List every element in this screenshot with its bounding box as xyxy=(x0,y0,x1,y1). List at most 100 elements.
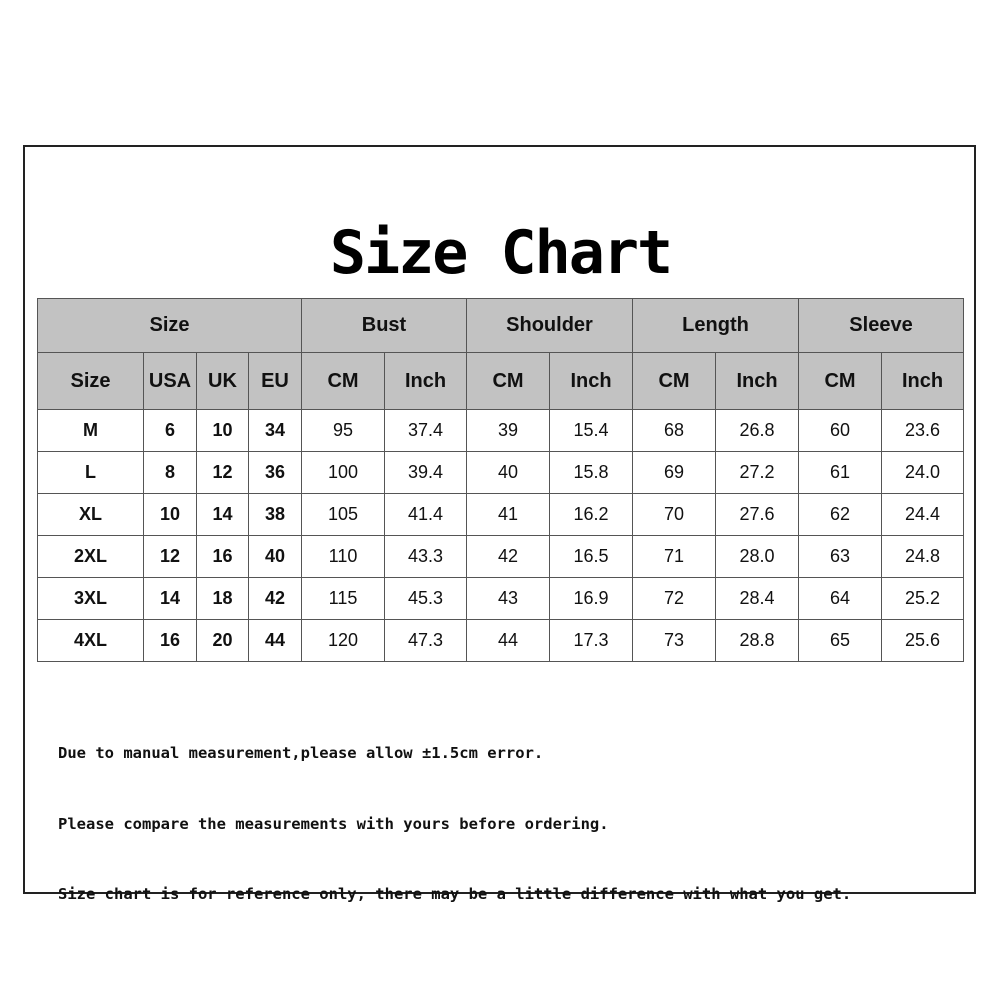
table-cell: 105 xyxy=(301,493,385,536)
table-cell: 110 xyxy=(301,535,385,578)
table-cell: 61 xyxy=(798,451,882,494)
notes: Due to manual measurement,please allow ±… xyxy=(58,695,851,930)
table-cell: 10 xyxy=(196,409,249,452)
column-header: CM xyxy=(466,352,550,410)
table-cell: 69 xyxy=(632,451,716,494)
table-cell: 16 xyxy=(143,619,197,662)
table-cell: 64 xyxy=(798,577,882,620)
table-row: XL 10 14 38 105 41.4 41 16.2 70 27.6 62 24.4 xyxy=(37,493,964,536)
column-header: USA xyxy=(143,352,197,410)
table-cell: 28.0 xyxy=(715,535,799,578)
table-cell: 8 xyxy=(143,451,197,494)
size-table: Size Bust Shoulder Length Sleeve Size USA UK EU… xyxy=(37,298,964,662)
table-cell: 24.4 xyxy=(881,493,964,536)
table-cell: M xyxy=(37,409,144,452)
table-cell: 27.6 xyxy=(715,493,799,536)
table-cell: 10 xyxy=(143,493,197,536)
table-cell: 71 xyxy=(632,535,716,578)
table-row: L 8 12 36 100 39.4 40 15.8 69 27.2 61 24.0 xyxy=(37,451,964,494)
table-cell: 45.3 xyxy=(384,577,467,620)
table-cell: 36 xyxy=(248,451,302,494)
chart-frame xyxy=(23,145,976,894)
table-cell: 39.4 xyxy=(384,451,467,494)
table-cell: 26.8 xyxy=(715,409,799,452)
column-header: CM xyxy=(798,352,882,410)
table-cell: 4XL xyxy=(37,619,144,662)
table-cell: 28.8 xyxy=(715,619,799,662)
table-cell: 43 xyxy=(466,577,550,620)
table-cell: 17.3 xyxy=(549,619,633,662)
table-cell: 43.3 xyxy=(384,535,467,578)
table-cell: 41 xyxy=(466,493,550,536)
table-cell: 16 xyxy=(196,535,249,578)
column-header: CM xyxy=(301,352,385,410)
column-header: Inch xyxy=(384,352,467,410)
table-cell: 25.6 xyxy=(881,619,964,662)
table-cell: 20 xyxy=(196,619,249,662)
table-cell: 37.4 xyxy=(384,409,467,452)
table-cell: 47.3 xyxy=(384,619,467,662)
table-cell: 12 xyxy=(143,535,197,578)
table-cell: 39 xyxy=(466,409,550,452)
table-cell: 25.2 xyxy=(881,577,964,620)
table-cell: 16.5 xyxy=(549,535,633,578)
table-cell: 65 xyxy=(798,619,882,662)
table-cell: 68 xyxy=(632,409,716,452)
table-cell: 27.2 xyxy=(715,451,799,494)
column-header: Inch xyxy=(881,352,964,410)
column-header: Size xyxy=(37,352,144,410)
group-header: Size xyxy=(37,298,302,353)
table-cell: 24.0 xyxy=(881,451,964,494)
page-title: Size Chart xyxy=(329,218,673,288)
table-cell: 38 xyxy=(248,493,302,536)
table-cell: 40 xyxy=(466,451,550,494)
table-row: 3XL 14 18 42 115 45.3 43 16.9 72 28.4 64 25.2 xyxy=(37,577,964,620)
group-header: Shoulder xyxy=(466,298,633,353)
table-cell: 62 xyxy=(798,493,882,536)
table-cell: 42 xyxy=(466,535,550,578)
group-header: Length xyxy=(632,298,799,353)
table-cell: L xyxy=(37,451,144,494)
table-cell: 73 xyxy=(632,619,716,662)
table-cell: XL xyxy=(37,493,144,536)
table-cell: 40 xyxy=(248,535,302,578)
table-cell: 42 xyxy=(248,577,302,620)
group-header: Bust xyxy=(301,298,467,353)
column-header: CM xyxy=(632,352,716,410)
table-cell: 41.4 xyxy=(384,493,467,536)
table-cell: 120 xyxy=(301,619,385,662)
table-cell: 18 xyxy=(196,577,249,620)
table-cell: 100 xyxy=(301,451,385,494)
group-header: Sleeve xyxy=(798,298,964,353)
column-header: UK xyxy=(196,352,249,410)
table-row: 4XL 16 20 44 120 47.3 44 17.3 73 28.8 65 25.6 xyxy=(37,619,964,662)
table-cell: 16.9 xyxy=(549,577,633,620)
table-cell: 95 xyxy=(301,409,385,452)
table-cell: 14 xyxy=(196,493,249,536)
note-line: Please compare the measurements with you… xyxy=(58,814,609,833)
table-cell: 72 xyxy=(632,577,716,620)
column-header: Inch xyxy=(549,352,633,410)
table-cell: 12 xyxy=(196,451,249,494)
table-cell: 15.4 xyxy=(549,409,633,452)
table-cell: 24.8 xyxy=(881,535,964,578)
table-cell: 70 xyxy=(632,493,716,536)
table-cell: 115 xyxy=(301,577,385,620)
table-cell: 60 xyxy=(798,409,882,452)
table-cell: 28.4 xyxy=(715,577,799,620)
table-cell: 14 xyxy=(143,577,197,620)
note-line: Due to manual measurement,please allow ±… xyxy=(58,744,544,762)
table-cell: 34 xyxy=(248,409,302,452)
column-header: EU xyxy=(248,352,302,410)
table-cell: 63 xyxy=(798,535,882,578)
table-row: M 6 10 34 95 37.4 39 15.4 68 26.8 60 23.6 xyxy=(37,409,964,452)
column-header: Inch xyxy=(715,352,799,410)
table-cell: 2XL xyxy=(37,535,144,578)
table-cell: 3XL xyxy=(37,577,144,620)
note-line: Size chart is for reference only, there … xyxy=(58,885,852,903)
table-cell: 16.2 xyxy=(549,493,633,536)
table-cell: 23.6 xyxy=(881,409,964,452)
table-cell: 44 xyxy=(248,619,302,662)
table-row: 2XL 12 16 40 110 43.3 42 16.5 71 28.0 63 24.8 xyxy=(37,535,964,578)
table-cell: 44 xyxy=(466,619,550,662)
